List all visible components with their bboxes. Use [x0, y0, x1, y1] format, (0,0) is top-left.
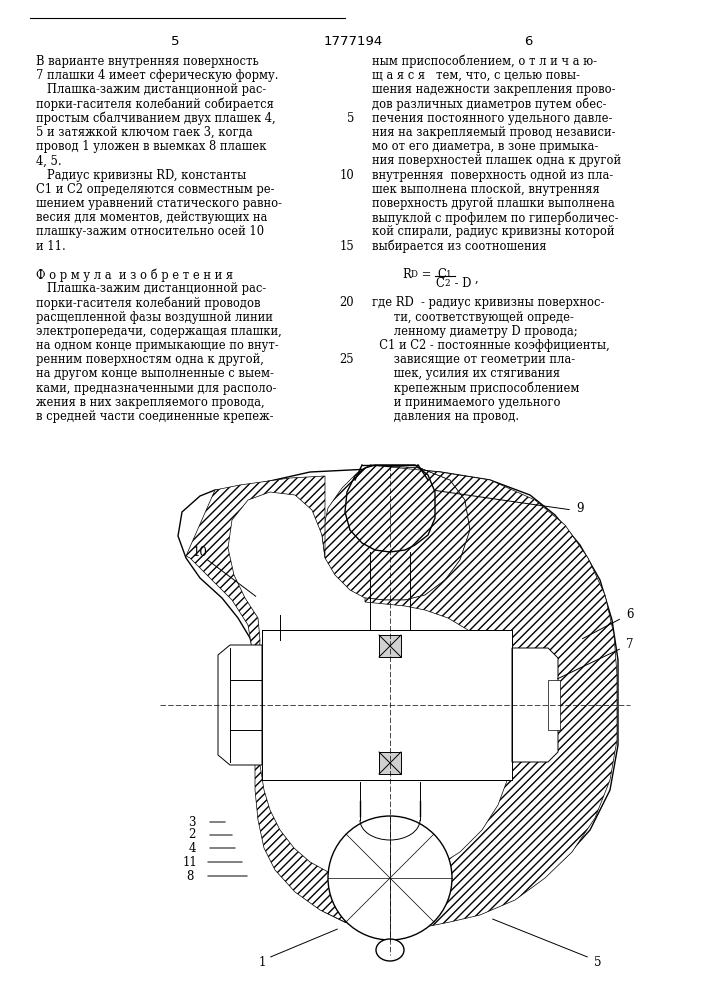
Bar: [379, 752, 401, 774]
Text: 1777194: 1777194: [323, 35, 382, 48]
Text: Радиус кривизны RD, константы: Радиус кривизны RD, константы: [36, 169, 246, 182]
Text: В варианте внутренняя поверхность: В варианте внутренняя поверхность: [36, 55, 259, 68]
Text: щ а я с я   тем, что, с целью повы-: щ а я с я тем, что, с целью повы-: [372, 69, 580, 82]
Text: давления на провод.: давления на провод.: [372, 410, 519, 423]
Text: на другом конце выполненные с выем-: на другом конце выполненные с выем-: [36, 367, 274, 380]
Bar: [379, 635, 401, 657]
Text: 5: 5: [595, 956, 602, 968]
Text: выпуклой с профилем по гиперболичес-: выпуклой с профилем по гиперболичес-: [372, 211, 619, 225]
Text: ренним поверхностям одна к другой,: ренним поверхностям одна к другой,: [36, 353, 264, 366]
Text: где RD  - радиус кривизны поверхнос-: где RD - радиус кривизны поверхнос-: [372, 296, 604, 309]
Text: 9: 9: [576, 502, 584, 514]
Text: зависящие от геометрии пла-: зависящие от геометрии пла-: [372, 353, 575, 366]
Polygon shape: [262, 630, 512, 780]
Text: на одном конце примыкающие по внут-: на одном конце примыкающие по внут-: [36, 339, 279, 352]
Text: C: C: [437, 268, 445, 281]
Polygon shape: [218, 645, 262, 765]
Text: 1: 1: [258, 956, 266, 968]
Text: простым сбалчиванием двух плашек 4,: простым сбалчиванием двух плашек 4,: [36, 112, 276, 125]
Text: D: D: [411, 270, 418, 279]
Text: 10: 10: [192, 546, 207, 560]
Text: 8: 8: [187, 869, 194, 882]
Text: 3: 3: [188, 816, 196, 828]
Polygon shape: [178, 468, 618, 930]
Text: 2: 2: [444, 279, 450, 288]
Text: =: =: [418, 268, 431, 281]
Text: 15: 15: [339, 240, 354, 253]
Text: 4, 5.: 4, 5.: [36, 154, 62, 167]
Polygon shape: [365, 465, 617, 930]
Text: крепежным приспособлением: крепежным приспособлением: [372, 382, 579, 395]
Text: шек выполнена плоской, внутренняя: шек выполнена плоской, внутренняя: [372, 183, 600, 196]
Text: и принимаемого удельного: и принимаемого удельного: [372, 396, 561, 409]
Text: - D: - D: [451, 277, 472, 290]
Text: Плашка-зажим дистанционной рас-: Плашка-зажим дистанционной рас-: [36, 83, 267, 96]
Text: C1 и C2 - постоянные коэффициенты,: C1 и C2 - постоянные коэффициенты,: [372, 339, 609, 352]
Text: 10: 10: [339, 169, 354, 182]
Text: ками, предназначенными для располо-: ками, предназначенными для располо-: [36, 382, 276, 395]
Text: Плашка-зажим дистанционной рас-: Плашка-зажим дистанционной рас-: [36, 282, 267, 295]
Polygon shape: [186, 476, 370, 928]
Text: шением уравнений статического равно-: шением уравнений статического равно-: [36, 197, 282, 210]
Bar: [548, 680, 560, 730]
Text: ния поверхностей плашек одна к другой: ния поверхностей плашек одна к другой: [372, 154, 621, 167]
Text: ленному диаметру D провода;: ленному диаметру D провода;: [372, 325, 578, 338]
Circle shape: [328, 816, 452, 940]
Text: C1 и C2 определяются совместным ре-: C1 и C2 определяются совместным ре-: [36, 183, 274, 196]
Text: ным приспособлением, о т л и ч а ю-: ным приспособлением, о т л и ч а ю-: [372, 55, 597, 68]
Text: 5: 5: [171, 35, 180, 48]
Text: 6: 6: [626, 608, 633, 621]
Text: шек, усилия их стягивания: шек, усилия их стягивания: [372, 367, 560, 380]
Text: 1: 1: [446, 270, 452, 279]
Text: R: R: [402, 268, 411, 281]
Ellipse shape: [376, 939, 404, 961]
Text: 7: 7: [626, 639, 633, 652]
Text: выбирается из соотношения: выбирается из соотношения: [372, 240, 547, 253]
Text: 11: 11: [182, 856, 197, 868]
Text: C: C: [435, 277, 444, 290]
Text: в средней части соединенные крепеж-: в средней части соединенные крепеж-: [36, 410, 274, 423]
Text: шения надежности закрепления прово-: шения надежности закрепления прово-: [372, 83, 616, 96]
Text: порки-гасителя колебаний собирается: порки-гасителя колебаний собирается: [36, 98, 274, 111]
Text: кой спирали, радиус кривизны которой: кой спирали, радиус кривизны которой: [372, 225, 614, 238]
Text: 7 плашки 4 имеет сферическую форму.: 7 плашки 4 имеет сферическую форму.: [36, 69, 279, 82]
Text: электропередачи, содержащая плашки,: электропередачи, содержащая плашки,: [36, 325, 282, 338]
Text: жения в них закрепляемого провода,: жения в них закрепляемого провода,: [36, 396, 264, 409]
Text: Ф о р м у л а  и з о б р е т е н и я: Ф о р м у л а и з о б р е т е н и я: [36, 268, 233, 282]
Text: мо от его диаметра, в зоне примыка-: мо от его диаметра, в зоне примыка-: [372, 140, 598, 153]
Text: весия для моментов, действующих на: весия для моментов, действующих на: [36, 211, 267, 224]
Text: плашку-зажим относительно осей 10: плашку-зажим относительно осей 10: [36, 225, 264, 238]
Text: ти, соответствующей опреде-: ти, соответствующей опреде-: [372, 311, 574, 324]
Text: расщепленной фазы воздушной линии: расщепленной фазы воздушной линии: [36, 311, 273, 324]
Text: 25: 25: [339, 353, 354, 366]
Polygon shape: [322, 465, 470, 600]
Text: дов различных диаметров путем обес-: дов различных диаметров путем обес-: [372, 98, 607, 111]
Text: ,: ,: [475, 272, 479, 285]
Text: 5: 5: [346, 112, 354, 125]
Text: провод 1 уложен в выемках 8 плашек: провод 1 уложен в выемках 8 плашек: [36, 140, 267, 153]
Text: поверхность другой плашки выполнена: поверхность другой плашки выполнена: [372, 197, 615, 210]
Polygon shape: [512, 648, 558, 762]
Text: порки-гасителя колебаний проводов: порки-гасителя колебаний проводов: [36, 296, 260, 310]
Text: и 11.: и 11.: [36, 240, 66, 253]
Text: печения постоянного удельного давле-: печения постоянного удельного давле-: [372, 112, 612, 125]
Text: 2: 2: [188, 828, 196, 842]
Text: 5 и затяжкой ключом гаек 3, когда: 5 и затяжкой ключом гаек 3, когда: [36, 126, 252, 139]
Text: 4: 4: [188, 842, 196, 854]
Text: 20: 20: [339, 296, 354, 309]
Text: ния на закрепляемый провод независи-: ния на закрепляемый провод независи-: [372, 126, 616, 139]
Text: внутренняя  поверхность одной из пла-: внутренняя поверхность одной из пла-: [372, 169, 613, 182]
Text: 6: 6: [524, 35, 532, 48]
